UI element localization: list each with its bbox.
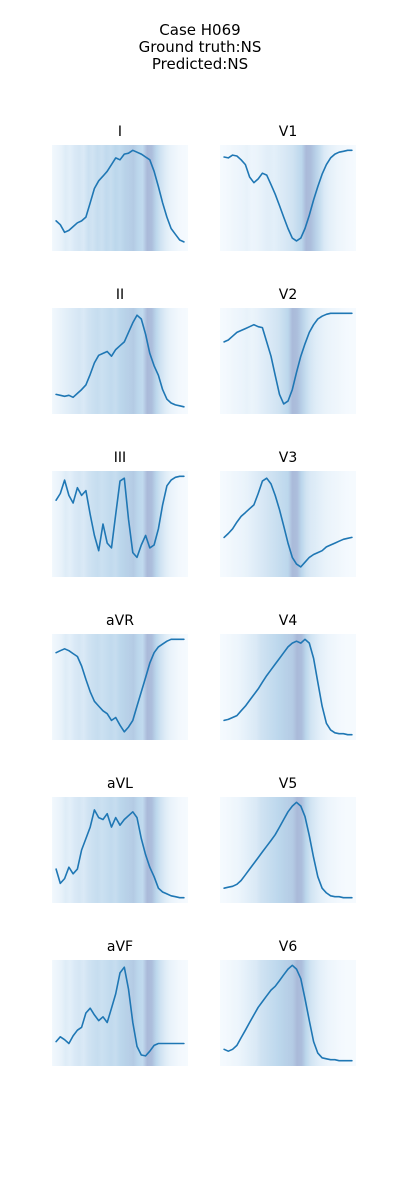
heatmap-band-v6 — [220, 960, 356, 1066]
lead-panel-avl: aVL — [52, 776, 188, 903]
lead-title-v4: V4 — [279, 613, 298, 629]
lead-panel-i: I — [52, 124, 188, 251]
lead-title-v5: V5 — [279, 776, 297, 792]
lead-title-avr: aVR — [106, 613, 134, 629]
lead-title-v1: V1 — [279, 124, 297, 140]
lead-title-avl: aVL — [107, 776, 133, 792]
lead-panel-v3: V3 — [220, 450, 356, 577]
lead-panel-iii: III — [52, 450, 188, 577]
lead-title-avf: aVF — [107, 939, 133, 955]
heatmap-band-v1 — [220, 145, 356, 251]
lead-title-i: I — [118, 124, 122, 140]
heatmap-band-v2 — [220, 308, 356, 414]
lead-panel-avf: aVF — [52, 939, 188, 1066]
lead-panel-avr: aVR — [52, 613, 188, 740]
lead-title-v2: V2 — [279, 287, 297, 303]
lead-panel-v2: V2 — [220, 287, 356, 414]
lead-panel-v1: V1 — [220, 124, 356, 251]
lead-title-iii: III — [114, 450, 126, 466]
lead-title-v6: V6 — [279, 939, 298, 955]
lead-panel-v4: V4 — [220, 613, 356, 740]
heatmap-band-ii — [52, 308, 188, 414]
heatmap-band-avl — [52, 797, 188, 903]
lead-panel-ii: II — [52, 287, 188, 414]
lead-title-v3: V3 — [279, 450, 297, 466]
heatmap-band-v4 — [220, 634, 356, 740]
lead-panel-v5: V5 — [220, 776, 356, 903]
heatmap-band-i — [52, 145, 188, 251]
lead-title-ii: II — [116, 287, 124, 303]
lead-panel-v6: V6 — [220, 939, 356, 1066]
heatmap-band-v3 — [220, 471, 356, 577]
